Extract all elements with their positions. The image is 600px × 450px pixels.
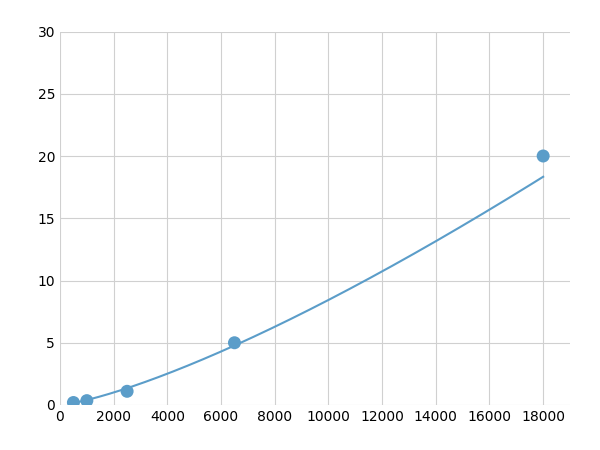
Point <box>230 339 239 346</box>
Point <box>122 388 132 395</box>
Point <box>538 153 548 160</box>
Point <box>68 399 78 406</box>
Point <box>82 397 92 404</box>
